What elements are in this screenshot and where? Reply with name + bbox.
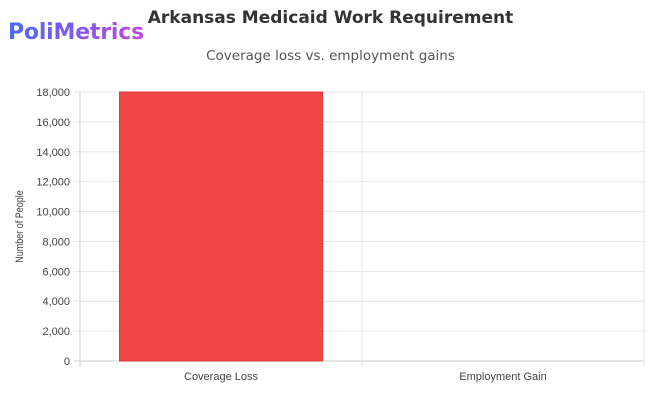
y-tick-label: 4,000 [42, 296, 70, 308]
bar-layer [118, 91, 324, 362]
y-tick-label: 10,000 [36, 207, 70, 219]
y-tick-label: 2,000 [42, 326, 70, 338]
y-tick-label: 16,000 [36, 117, 70, 129]
y-tick-label: 0 [64, 356, 70, 368]
y-tick-label: 8,000 [42, 236, 70, 248]
y-tick-label: 18,000 [36, 87, 70, 99]
x-tick-label: Employment Gain [459, 371, 546, 383]
y-tick-label: 12,000 [36, 177, 70, 189]
label-layer: 0 2,000 4,000 6,000 8,000 10,000 12,000 14,000 1… [14, 87, 546, 383]
chart-title: Arkansas Medicaid Work Requirement [147, 8, 514, 28]
y-tick-label: 14,000 [36, 147, 70, 159]
y-axis-label: Number of People [14, 190, 26, 263]
chart-subtitle: Coverage loss vs. employment gains [206, 48, 455, 64]
x-tick-label: Coverage Loss [184, 371, 258, 383]
bar-coverage-loss[interactable] [118, 91, 324, 362]
brand-logo: PoliMetrics [8, 20, 144, 45]
y-tick-label: 6,000 [42, 266, 70, 278]
